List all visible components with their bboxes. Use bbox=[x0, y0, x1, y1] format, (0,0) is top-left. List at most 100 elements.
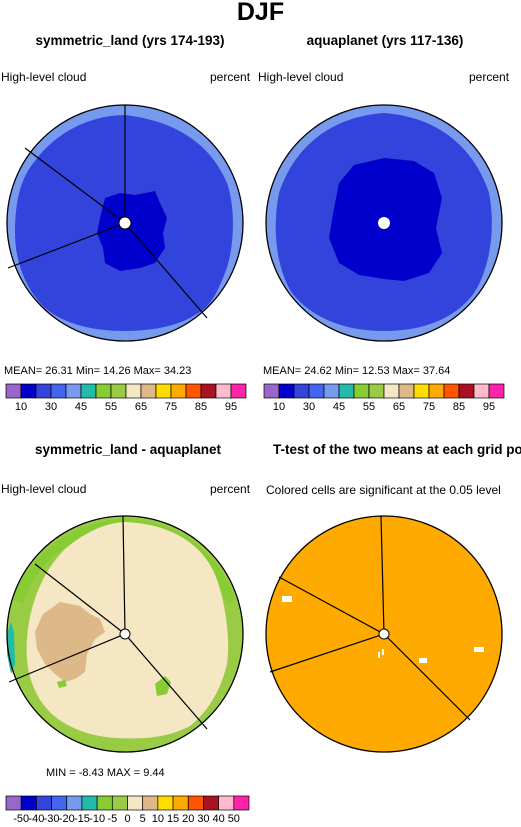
colorbar-tick-label: 50 bbox=[227, 813, 240, 825]
panel1-meridian-4 bbox=[124, 222, 208, 319]
panel1-meridian-3 bbox=[7, 222, 126, 269]
colorbar-box bbox=[20, 383, 37, 399]
panel3-pole bbox=[119, 628, 131, 640]
panel1-colorbar bbox=[5, 383, 247, 399]
colorbar-box bbox=[125, 383, 142, 399]
colorbar-box bbox=[110, 383, 127, 399]
panel1-left-label: High-level cloud bbox=[1, 70, 87, 84]
panel3-teal-edge bbox=[7, 622, 15, 674]
panel3-right-label: percent bbox=[210, 482, 251, 496]
colorbar-box bbox=[187, 795, 204, 811]
panel2-stats: MEAN= 24.62 Min= 12.53 Max= 37.64 bbox=[263, 365, 451, 377]
colorbar-box bbox=[142, 795, 159, 811]
colorbar-box bbox=[278, 383, 295, 399]
panel3-left-label: High-level cloud bbox=[1, 482, 87, 496]
panel4-title: T-test of the two means at each grid poi… bbox=[273, 442, 521, 457]
colorbar-tick-label: 55 bbox=[104, 401, 118, 413]
colorbar-tick-label: 10 bbox=[151, 813, 164, 825]
colorbar-box bbox=[383, 383, 400, 399]
colorbar-box bbox=[5, 795, 22, 811]
colorbar-box bbox=[323, 383, 340, 399]
panel2-colorbar-ticks: 10 30 45 55 65 75 85 95 bbox=[264, 401, 504, 415]
colorbar-tick-label: -20 bbox=[58, 813, 75, 825]
colorbar-box bbox=[155, 383, 172, 399]
colorbar-box bbox=[111, 795, 128, 811]
panel2-right-label: percent bbox=[469, 70, 510, 84]
colorbar-box bbox=[200, 383, 217, 399]
colorbar-tick-label: 55 bbox=[362, 401, 376, 413]
panel3-colorbar bbox=[5, 795, 250, 811]
panel4-map bbox=[265, 515, 503, 753]
colorbar-tick-label: -40 bbox=[28, 813, 45, 825]
colorbar-tick-label: -5 bbox=[107, 813, 118, 825]
colorbar-box bbox=[36, 795, 52, 811]
panel3-green-spot bbox=[155, 676, 171, 696]
colorbar-tick-label: 30 bbox=[302, 401, 316, 413]
colorbar-tick-label: -50 bbox=[13, 813, 30, 825]
colorbar-box bbox=[66, 795, 83, 811]
main-title: DJF bbox=[236, 0, 285, 26]
colorbar-box bbox=[443, 383, 460, 399]
panel2-pole bbox=[378, 217, 390, 229]
colorbar-box bbox=[50, 383, 67, 399]
panel4-pole bbox=[378, 628, 390, 640]
colorbar-box bbox=[233, 795, 250, 811]
colorbar-box bbox=[170, 383, 187, 399]
colorbar-box bbox=[140, 383, 157, 399]
colorbar-tick-label: 45 bbox=[332, 401, 346, 413]
panel4-meridian-3 bbox=[269, 633, 385, 673]
colorbar-box bbox=[95, 383, 112, 399]
panel2-title: aquaplanet (yrs 117-136) bbox=[306, 33, 464, 48]
panel3-meridian-1 bbox=[122, 515, 126, 635]
colorbar-box bbox=[308, 383, 325, 399]
panel4-cell-3 bbox=[474, 647, 484, 652]
colorbar-box bbox=[398, 383, 415, 399]
panel3-title: symmetric_land - aquaplanet bbox=[34, 442, 222, 457]
colorbar-box bbox=[80, 383, 97, 399]
colorbar-box bbox=[81, 795, 98, 811]
panel2-colorbar bbox=[263, 383, 505, 399]
colorbar-box bbox=[203, 795, 219, 811]
colorbar-box bbox=[338, 383, 355, 399]
colorbar-box bbox=[218, 795, 235, 811]
panel4-cell-1 bbox=[282, 596, 292, 602]
panel2-left-label: High-level cloud bbox=[258, 70, 344, 84]
panel3-tan-patch bbox=[35, 602, 105, 682]
panel3-colorbar-ticks: -50 -40 -30 -20 -15 -10 -5 0 5 10 15 20 30 40 50 bbox=[6, 813, 249, 827]
colorbar-box bbox=[353, 383, 370, 399]
colorbar-tick-label: 85 bbox=[194, 401, 208, 413]
panel4-cell-2 bbox=[419, 658, 427, 663]
colorbar-tick-label: 0 bbox=[124, 813, 131, 825]
colorbar-tick-label: -10 bbox=[89, 813, 106, 825]
panel3-meridian-4 bbox=[124, 633, 208, 730]
colorbar-tick-label: 5 bbox=[139, 813, 146, 825]
colorbar-tick-label: 45 bbox=[74, 401, 88, 413]
colorbar-box bbox=[51, 795, 68, 811]
colorbar-tick-label: 30 bbox=[44, 401, 58, 413]
colorbar-tick-label: -15 bbox=[73, 813, 90, 825]
colorbar-box bbox=[413, 383, 430, 399]
colorbar-box bbox=[35, 383, 52, 399]
colorbar-tick-label: 95 bbox=[224, 401, 238, 413]
colorbar-tick-label: 10 bbox=[272, 401, 286, 413]
colorbar-tick-label: 65 bbox=[392, 401, 406, 413]
colorbar-tick-label: 65 bbox=[134, 401, 148, 413]
panel4-meridian-1 bbox=[380, 515, 385, 635]
colorbar-tick-label: 40 bbox=[212, 813, 225, 825]
colorbar-tick-label: 95 bbox=[482, 401, 496, 413]
colorbar-tick-label: 20 bbox=[182, 813, 195, 825]
colorbar-tick-label: 30 bbox=[197, 813, 210, 825]
panel4-meridian-4 bbox=[383, 633, 471, 721]
panel1-stats: MEAN= 26.31 Min= 14.26 Max= 34.23 bbox=[4, 365, 192, 377]
colorbar-box bbox=[215, 383, 232, 399]
colorbar-box bbox=[473, 383, 490, 399]
panel1-meridian-2 bbox=[24, 147, 126, 224]
panel4-cell-4 bbox=[378, 652, 380, 658]
colorbar-box bbox=[96, 795, 113, 811]
colorbar-box bbox=[488, 383, 505, 399]
colorbar-box bbox=[157, 795, 174, 811]
colorbar-tick-label: 75 bbox=[422, 401, 436, 413]
panel3-meridian-3 bbox=[8, 633, 126, 683]
panel1-pole bbox=[118, 216, 132, 230]
panel4-meridian-2 bbox=[278, 576, 385, 635]
